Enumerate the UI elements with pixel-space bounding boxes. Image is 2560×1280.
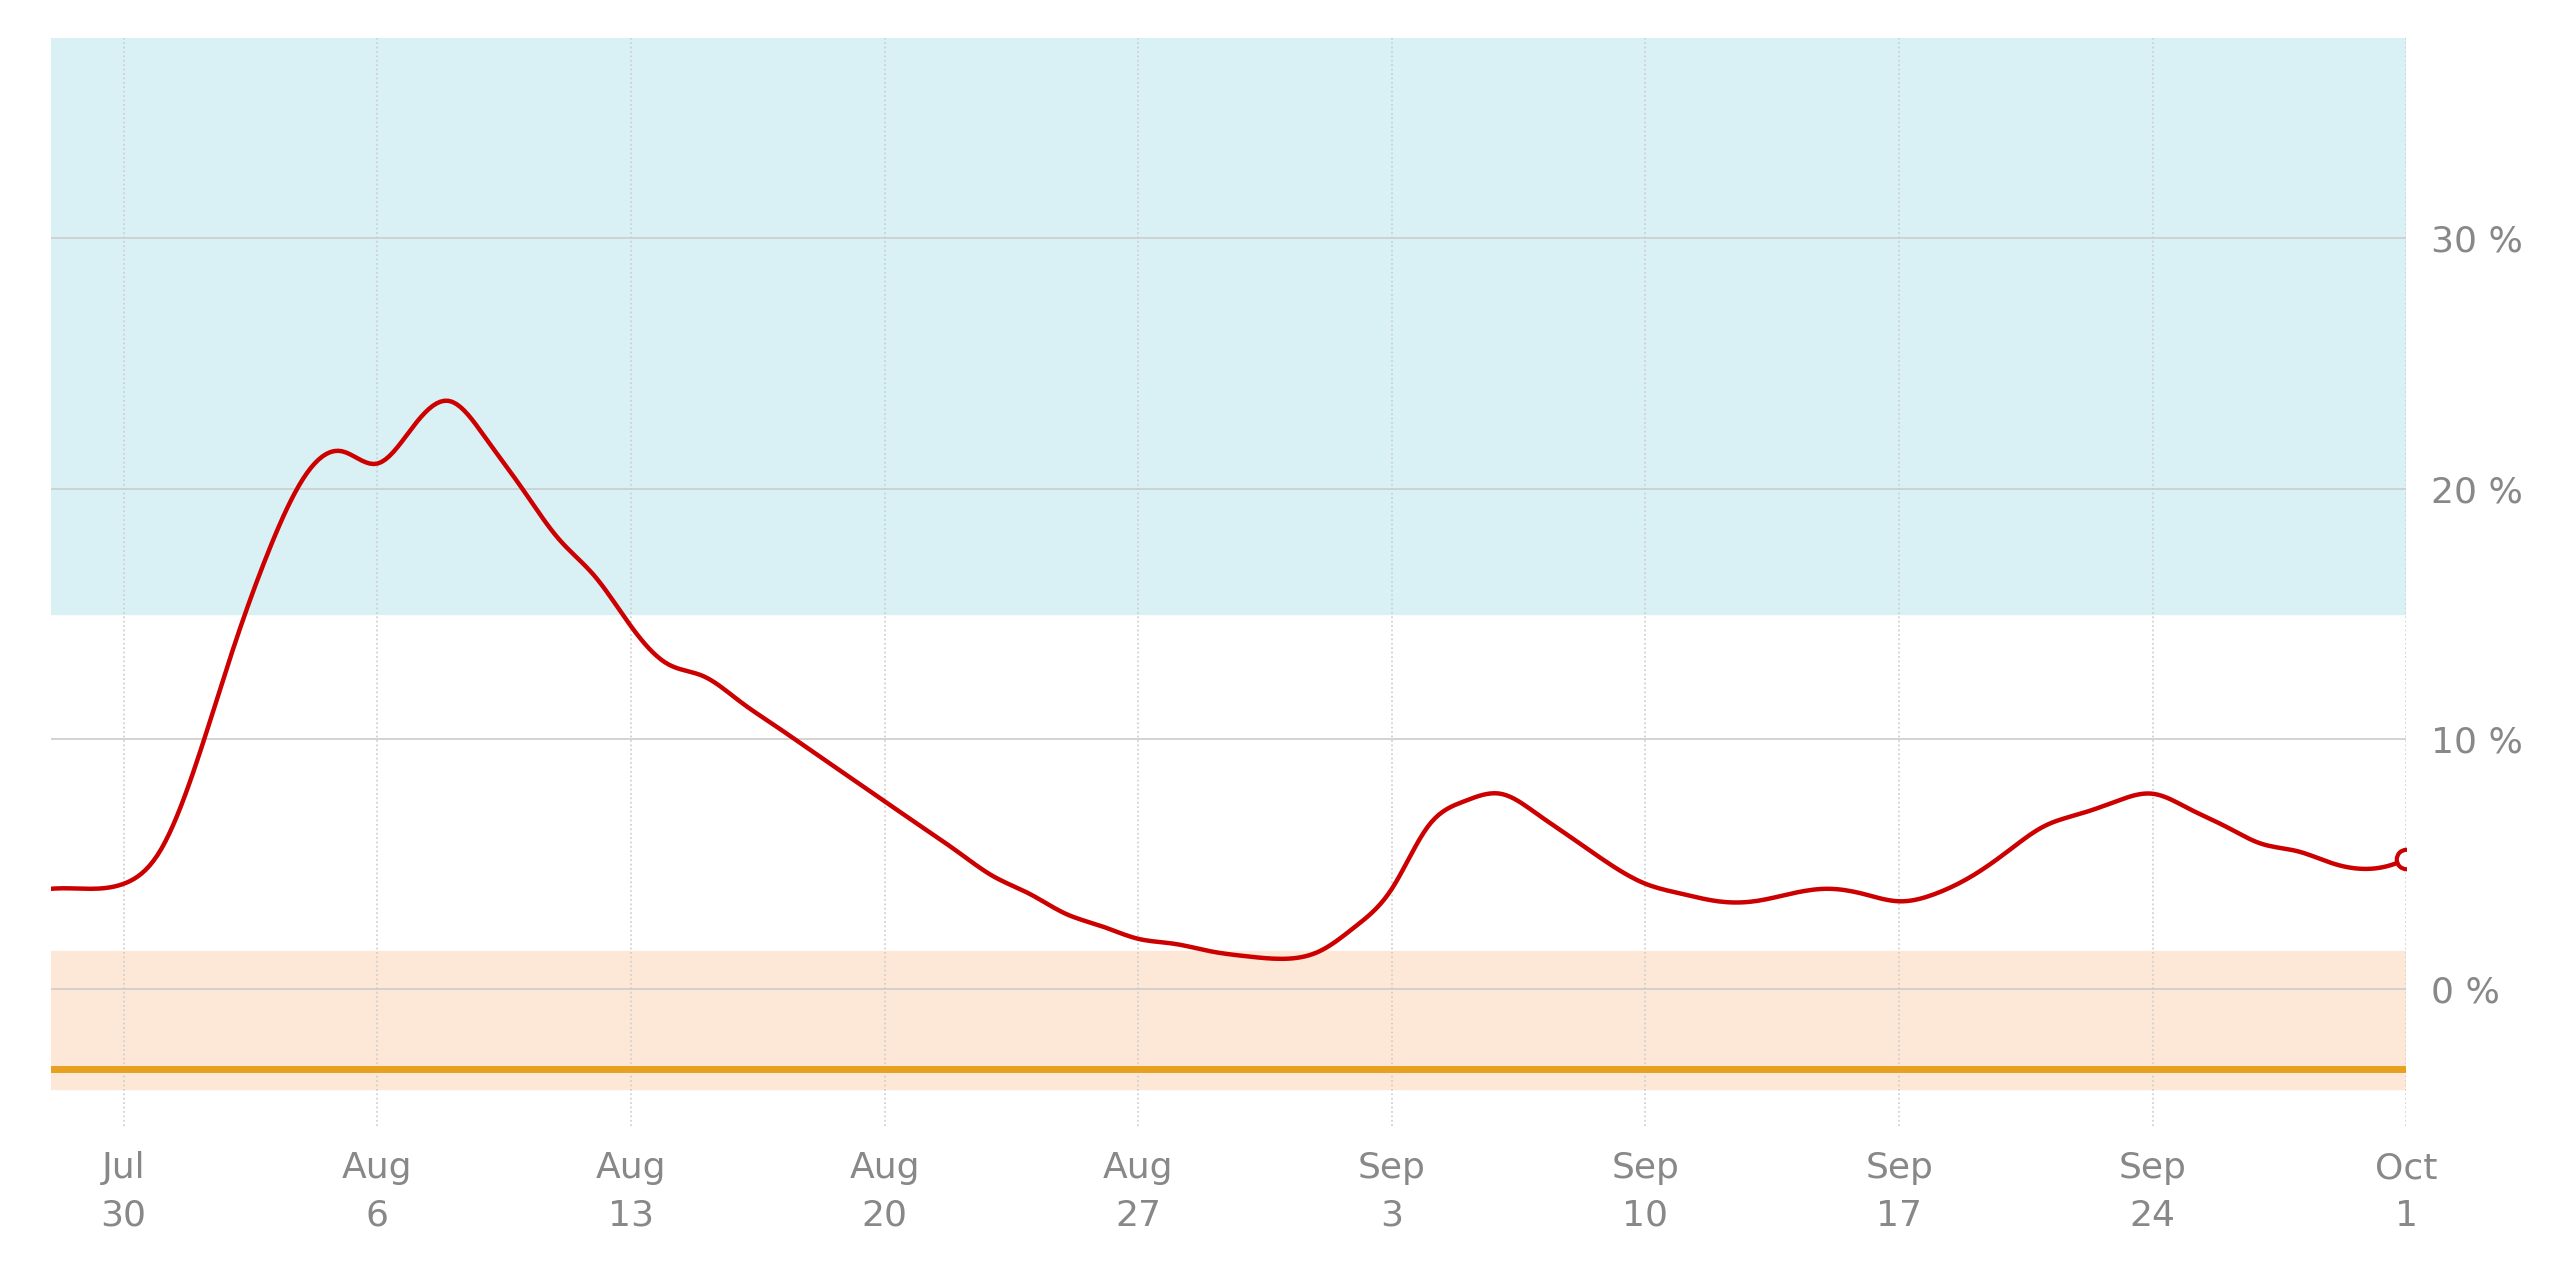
Bar (51, 38, 2406, 613)
Bar (51, 951, 2406, 1089)
